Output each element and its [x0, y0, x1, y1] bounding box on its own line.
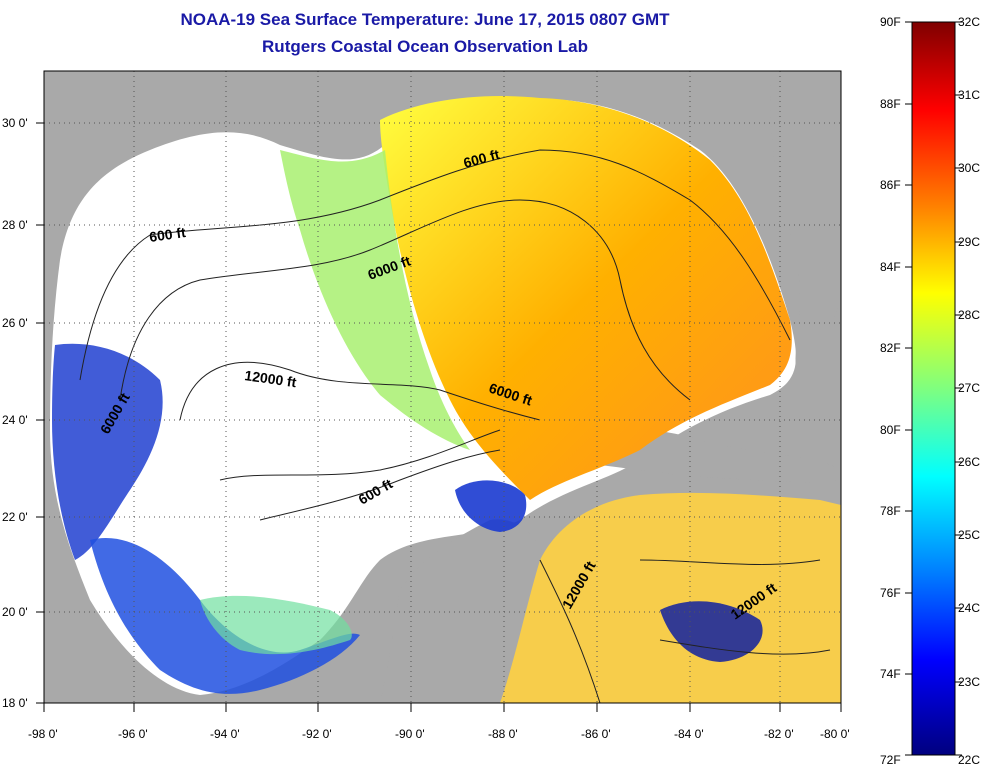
- map-subtitle: Rutgers Coastal Ocean Observation Lab: [262, 37, 588, 56]
- lat-tick-label: 26 0': [2, 316, 28, 330]
- grid-lines: [44, 71, 841, 703]
- florida-peninsula: [770, 71, 841, 380]
- lon-tick-label: -88 0': [488, 727, 518, 741]
- bathymetry-contours: [79, 149, 831, 703]
- sst-caribbean-region: [500, 492, 841, 703]
- colorbar-f-label: 88F: [880, 97, 901, 111]
- colorbar-f-label: 78F: [880, 504, 901, 518]
- lat-tick-label: 30 0': [2, 116, 28, 130]
- colorbar-c-label: 29C: [958, 235, 980, 249]
- lat-tick-label: 20 0': [2, 605, 28, 619]
- colorbar-f-label: 82F: [880, 341, 901, 355]
- colorbar-c-label: 30C: [958, 161, 980, 175]
- lat-tick-label: 18 0': [2, 696, 28, 710]
- colorbar-c-label: 22C: [958, 753, 980, 767]
- sst-cold-west: [52, 343, 163, 560]
- map-frame: [43, 70, 842, 704]
- lat-tick-label: 22 0': [2, 510, 28, 524]
- lon-tick-label: -86 0': [581, 727, 611, 741]
- colorbar-c-label: 32C: [958, 15, 980, 29]
- colorbar-celsius-labels: 32C 31C 30C 29C 28C 27C 26C 25C 24C 23C …: [958, 15, 980, 767]
- map-title: NOAA-19 Sea Surface Temperature: June 17…: [180, 10, 670, 29]
- yucatan-peninsula: [380, 519, 545, 703]
- colorbar-f-label: 76F: [880, 586, 901, 600]
- lon-tick-label: -96 0': [118, 727, 148, 741]
- colorbar-ticks: [905, 21, 962, 756]
- lon-tick-label: -98 0': [28, 727, 58, 741]
- sst-cold-campeche: [455, 480, 527, 532]
- colorbar: [911, 21, 956, 756]
- sst-cold-caribbean: [660, 601, 763, 662]
- sst-cold-southwest: [90, 538, 360, 694]
- colorbar-c-label: 25C: [958, 528, 980, 542]
- lon-tick-label: -80 0': [820, 727, 850, 741]
- lat-tick-label: 28 0': [2, 218, 28, 232]
- axis-ticks: [36, 122, 842, 712]
- lon-tick-label: -82 0': [764, 727, 794, 741]
- longitude-labels: -98 0' -96 0' -94 0' -92 0' -90 0' -88 0…: [28, 727, 850, 741]
- colorbar-f-label: 72F: [880, 753, 901, 767]
- colorbar-c-label: 24C: [958, 601, 980, 615]
- lon-tick-label: -94 0': [210, 727, 240, 741]
- colorbar-c-label: 27C: [958, 381, 980, 395]
- lat-tick-label: 24 0': [2, 413, 28, 427]
- colorbar-c-label: 31C: [958, 88, 980, 102]
- sst-mild-southwest: [200, 595, 352, 655]
- colorbar-f-label: 80F: [880, 423, 901, 437]
- latitude-labels: 30 0' 28 0' 26 0' 24 0' 22 0' 20 0' 18 0…: [2, 116, 28, 710]
- sst-mild-region: [280, 150, 470, 450]
- lon-tick-label: -92 0': [302, 727, 332, 741]
- colorbar-c-label: 26C: [958, 455, 980, 469]
- colorbar-fahrenheit-labels: 90F 88F 86F 84F 82F 80F 78F 76F 74F 72F: [880, 15, 901, 767]
- colorbar-f-label: 86F: [880, 178, 901, 192]
- colorbar-f-label: 74F: [880, 667, 901, 681]
- lon-tick-label: -84 0': [674, 727, 704, 741]
- colorbar-c-label: 23C: [958, 675, 980, 689]
- colorbar-f-label: 84F: [880, 260, 901, 274]
- contour-label: 12000 ft: [244, 367, 298, 390]
- lon-tick-label: -90 0': [395, 727, 425, 741]
- contour-label: 600 ft: [148, 224, 187, 245]
- colorbar-f-label: 90F: [880, 15, 901, 29]
- colorbar-c-label: 28C: [958, 308, 980, 322]
